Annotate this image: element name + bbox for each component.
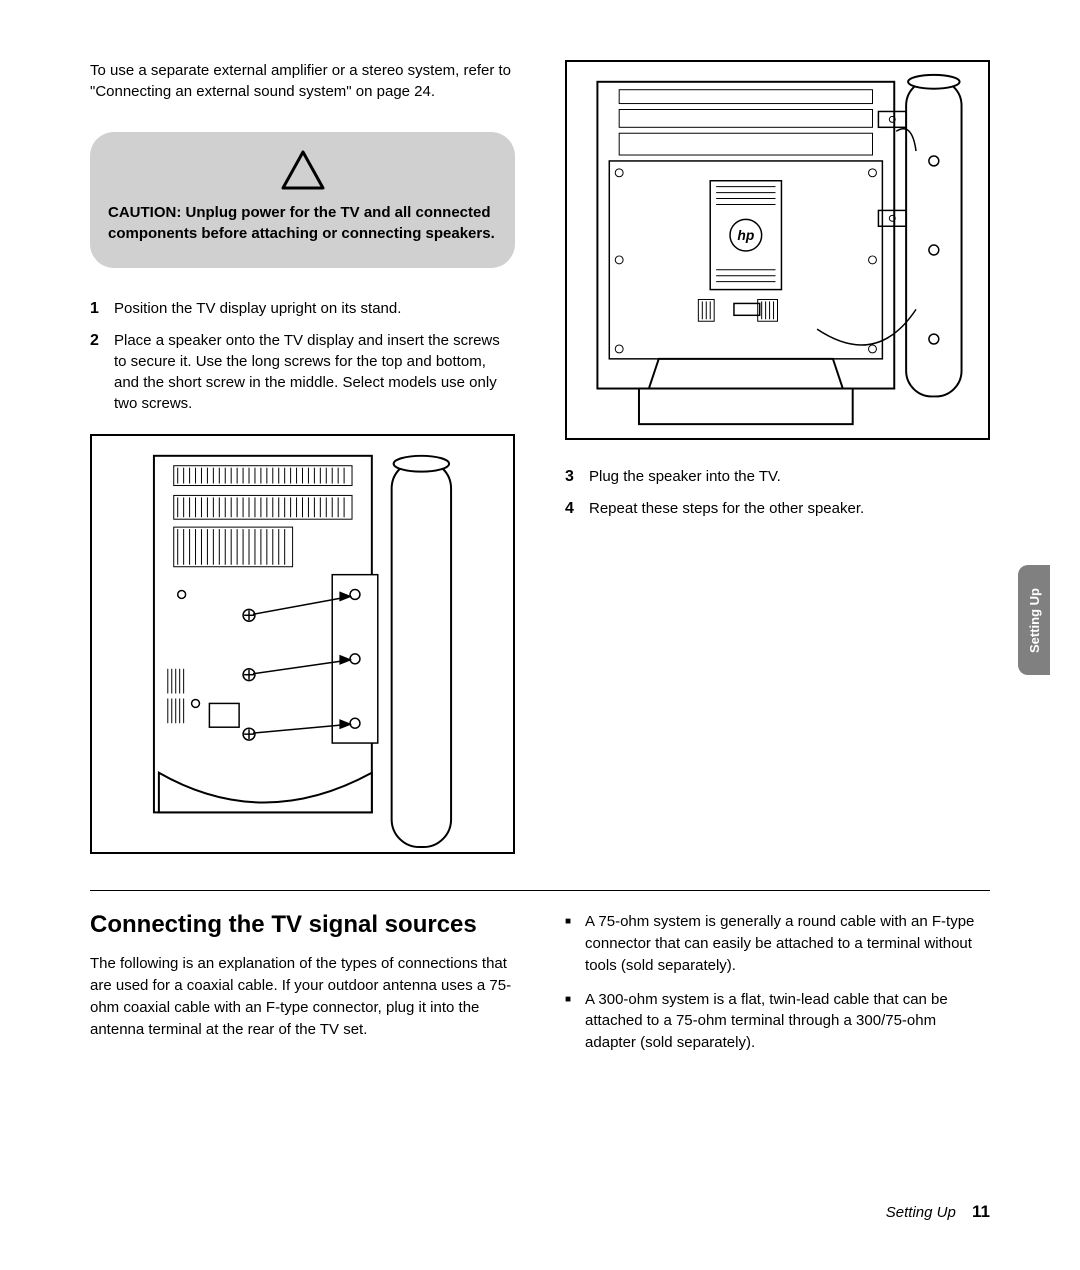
page-footer: Setting Up 11 bbox=[886, 1202, 990, 1222]
section-2-right: ■ A 75-ohm system is generally a round c… bbox=[565, 911, 990, 1066]
two-column-layout: To use a separate external amplifier or … bbox=[90, 60, 990, 854]
step-text: Position the TV display upright on its s… bbox=[114, 298, 401, 320]
section-divider bbox=[90, 890, 990, 891]
bullet-item: ■ A 300-ohm system is a flat, twin-lead … bbox=[565, 989, 990, 1054]
step-number: 3 bbox=[565, 466, 581, 488]
bullet-text: A 75-ohm system is generally a round cab… bbox=[585, 911, 990, 976]
side-tab-label: Setting Up bbox=[1027, 588, 1042, 653]
section-2-columns: Connecting the TV signal sources The fol… bbox=[90, 911, 990, 1066]
step-text: Plug the speaker into the TV. bbox=[589, 466, 781, 488]
step-item: 2 Place a speaker onto the TV display an… bbox=[90, 330, 515, 414]
step-item: 3 Plug the speaker into the TV. bbox=[565, 466, 990, 488]
bullet-item: ■ A 75-ohm system is generally a round c… bbox=[565, 911, 990, 976]
step-number: 4 bbox=[565, 498, 581, 520]
caution-icon bbox=[108, 150, 497, 194]
svg-text:hp: hp bbox=[737, 227, 754, 243]
tv-back-diagram: hp bbox=[565, 60, 990, 440]
step-number: 2 bbox=[90, 330, 106, 414]
speaker-attach-diagram bbox=[90, 434, 515, 854]
footer-page-number: 11 bbox=[972, 1202, 990, 1221]
side-tab: Setting Up bbox=[1018, 565, 1050, 675]
intro-paragraph: To use a separate external amplifier or … bbox=[90, 60, 515, 102]
section-body: The following is an explanation of the t… bbox=[90, 953, 515, 1040]
right-column: hp bbox=[565, 60, 990, 854]
step-item: 1 Position the TV display upright on its… bbox=[90, 298, 515, 320]
step-text: Place a speaker onto the TV display and … bbox=[114, 330, 515, 414]
caution-text: CAUTION: Unplug power for the TV and all… bbox=[108, 202, 497, 244]
bullet-text: A 300-ohm system is a flat, twin-lead ca… bbox=[585, 989, 990, 1054]
step-item: 4 Repeat these steps for the other speak… bbox=[565, 498, 990, 520]
left-column: To use a separate external amplifier or … bbox=[90, 60, 515, 854]
section-2-left: Connecting the TV signal sources The fol… bbox=[90, 911, 515, 1066]
page-container: To use a separate external amplifier or … bbox=[0, 0, 1080, 1270]
footer-section: Setting Up bbox=[886, 1204, 956, 1221]
step-number: 1 bbox=[90, 298, 106, 320]
bullet-icon: ■ bbox=[565, 915, 571, 976]
section-heading: Connecting the TV signal sources bbox=[90, 911, 515, 939]
caution-box: CAUTION: Unplug power for the TV and all… bbox=[90, 132, 515, 268]
bullet-icon: ■ bbox=[565, 993, 571, 1054]
step-text: Repeat these steps for the other speaker… bbox=[589, 498, 864, 520]
